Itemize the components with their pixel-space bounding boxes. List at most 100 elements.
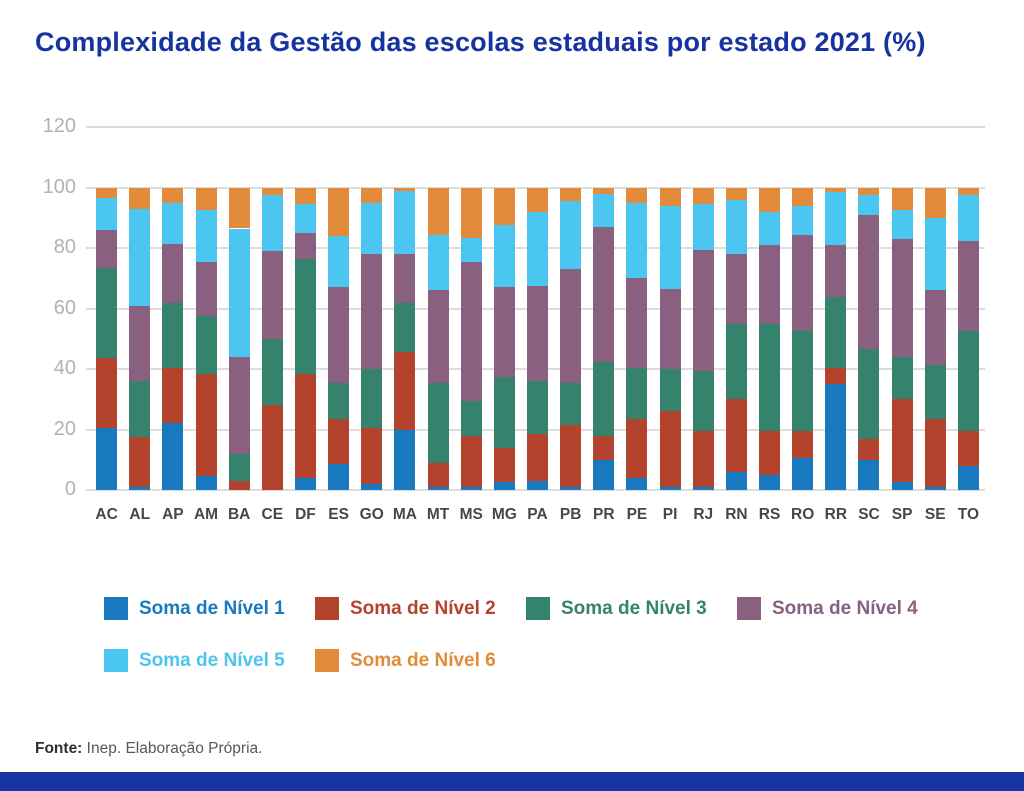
legend-swatch-icon bbox=[526, 597, 550, 620]
bar-segment-1-AM bbox=[195, 476, 217, 490]
y-axis-tick-label: 100 bbox=[42, 175, 76, 198]
bar-segment-6-PB bbox=[560, 187, 582, 202]
bar-segment-1-RO bbox=[792, 458, 814, 490]
bar-segment-6-RN bbox=[725, 187, 747, 200]
x-axis-label-AC: AC bbox=[95, 506, 118, 523]
bar-segment-3-RN bbox=[725, 323, 747, 400]
bar-segment-1-MA bbox=[394, 429, 416, 490]
legend-label: Soma de Nível 3 bbox=[561, 597, 707, 619]
bar-segment-4-AM bbox=[195, 261, 217, 317]
bar-segment-2-BA bbox=[228, 480, 250, 490]
bar-segment-5-AM bbox=[195, 210, 217, 262]
bar-segment-2-SP bbox=[891, 399, 913, 483]
bar-segment-6-RS bbox=[759, 187, 781, 212]
bar-segment-4-ES bbox=[328, 287, 350, 383]
bar-segment-2-GO bbox=[361, 428, 383, 484]
bar-segment-5-SP bbox=[891, 210, 913, 240]
gridline bbox=[86, 489, 985, 491]
bar-segment-2-MT bbox=[427, 462, 449, 487]
x-axis-label-TO: TO bbox=[957, 506, 980, 523]
bar-segment-3-MS bbox=[460, 400, 482, 436]
footer-band bbox=[0, 772, 1024, 791]
bar-segment-2-AP bbox=[162, 367, 184, 424]
bar-segment-6-MS bbox=[460, 187, 482, 238]
bar-segment-1-MG bbox=[493, 482, 515, 490]
bar-segment-1-GO bbox=[361, 483, 383, 490]
bar-segment-5-AP bbox=[162, 202, 184, 244]
bar-segment-3-PE bbox=[626, 367, 648, 419]
x-axis-label-RS: RS bbox=[758, 506, 781, 523]
chart-legend: Soma de Nível 1 Soma de Nível 2 Soma de Ní… bbox=[0, 0, 1024, 672]
bar-segment-6-MA bbox=[394, 187, 416, 191]
bar-segment-1-RR bbox=[825, 384, 847, 490]
bar-segment-6-RO bbox=[792, 187, 814, 206]
bar-segment-6-GO bbox=[361, 187, 383, 203]
bar-segment-4-TO bbox=[957, 240, 979, 332]
bar-segment-1-AC bbox=[96, 428, 118, 490]
bar-segment-6-SE bbox=[924, 187, 946, 218]
bar-segment-1-DF bbox=[294, 477, 316, 490]
bar-segment-5-RR bbox=[825, 192, 847, 246]
bar-segment-4-MS bbox=[460, 261, 482, 401]
bar-segment-5-SE bbox=[924, 217, 946, 291]
bar-segment-6-AC bbox=[96, 187, 118, 199]
bar-segment-6-AP bbox=[162, 187, 184, 203]
bar-segment-4-CE bbox=[261, 251, 283, 339]
bar-segment-2-ES bbox=[328, 418, 350, 465]
bar-segment-6-MT bbox=[427, 187, 449, 235]
bar-segment-6-AM bbox=[195, 187, 217, 211]
bar-segment-4-DF bbox=[294, 233, 316, 259]
bar-segment-3-DF bbox=[294, 258, 316, 374]
bar-segment-6-ES bbox=[328, 187, 350, 237]
bar-segment-1-AL bbox=[129, 486, 151, 490]
bar-segment-6-SP bbox=[891, 187, 913, 211]
bar-segment-3-ES bbox=[328, 382, 350, 419]
y-axis-tick-label: 20 bbox=[53, 417, 76, 440]
bar-segment-4-RN bbox=[725, 254, 747, 324]
bar-segment-4-RR bbox=[825, 245, 847, 297]
legend-swatch-icon bbox=[737, 597, 761, 620]
bar-segment-6-PR bbox=[593, 187, 615, 194]
x-axis-label-MG: MG bbox=[491, 506, 517, 523]
legend-swatch-icon bbox=[104, 597, 128, 620]
bar-segment-4-PB bbox=[560, 269, 582, 383]
bar-segment-3-AM bbox=[195, 316, 217, 374]
bar-segment-1-MT bbox=[427, 486, 449, 490]
source-text: Inep. Elaboração Própria. bbox=[82, 740, 263, 757]
bar-segment-3-RO bbox=[792, 331, 814, 432]
y-axis-tick-label: 40 bbox=[53, 357, 76, 380]
bar-segment-4-AC bbox=[96, 230, 118, 268]
bar-segment-3-PB bbox=[560, 382, 582, 425]
bar-segment-5-MS bbox=[460, 237, 482, 262]
bar-segment-5-PI bbox=[659, 205, 681, 289]
bar-segment-6-PE bbox=[626, 187, 648, 203]
bar-segment-1-RJ bbox=[692, 486, 714, 490]
bar-segment-2-PI bbox=[659, 411, 681, 487]
bar-segment-1-PR bbox=[593, 459, 615, 490]
bar-segment-2-DF bbox=[294, 373, 316, 478]
chart-title: Complexidade da Gestão das escolas estad… bbox=[35, 27, 926, 57]
bar-segment-2-RS bbox=[759, 431, 781, 475]
x-axis-label-PI: PI bbox=[662, 506, 678, 523]
x-axis-label-RJ: RJ bbox=[693, 506, 714, 523]
bar-segment-3-BA bbox=[228, 453, 250, 481]
bar-segment-5-AL bbox=[129, 208, 151, 306]
bar-segment-5-DF bbox=[294, 204, 316, 234]
x-axis-label-ES: ES bbox=[328, 506, 349, 523]
x-axis-label-PB: PB bbox=[559, 506, 582, 523]
bar-segment-2-AM bbox=[195, 373, 217, 477]
bar-segment-2-MA bbox=[394, 352, 416, 430]
gridline bbox=[86, 126, 985, 129]
bar-segment-2-RJ bbox=[692, 431, 714, 487]
legend-item-nivel-3: Soma de Nível 3 bbox=[526, 597, 707, 620]
bar-segment-2-RN bbox=[725, 399, 747, 472]
bar-segment-2-AC bbox=[96, 358, 118, 428]
bar-segment-6-SC bbox=[858, 187, 880, 196]
bar-segment-1-PE bbox=[626, 477, 648, 490]
bar-segment-3-PI bbox=[659, 369, 681, 412]
bar-segment-5-PB bbox=[560, 201, 582, 270]
legend-label: Soma de Nível 1 bbox=[139, 597, 285, 619]
legend-label: Soma de Nível 5 bbox=[139, 649, 285, 671]
bar-segment-5-PE bbox=[626, 202, 648, 279]
